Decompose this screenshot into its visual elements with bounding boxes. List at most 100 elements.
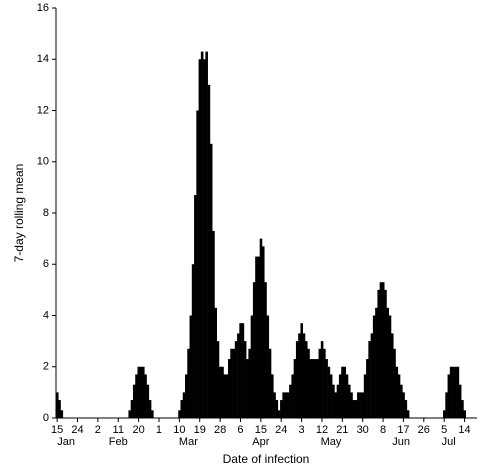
bar [372,315,376,418]
bar [234,341,238,418]
bar [404,400,408,418]
x-tick-label: 19 [194,424,206,436]
x-tick-label: 11 [113,424,124,436]
month-label: Feb [109,436,128,448]
bar [237,333,240,418]
bar [232,348,236,418]
bar [300,323,304,418]
bar [58,400,61,418]
bar [273,392,276,418]
bar [304,341,308,418]
month-label: Jul [442,436,456,448]
bar [320,341,324,418]
bar [194,195,197,418]
bar [144,374,147,418]
bar [327,366,331,418]
bar [350,392,353,418]
bar [268,348,272,418]
x-tick-label: 12 [316,424,328,436]
bar [275,400,279,418]
x-tick-label: 3 [299,424,305,436]
x-tick-label: 10 [173,424,185,436]
bar [180,400,184,418]
bar [189,315,193,418]
bar [257,256,261,418]
month-label: Jun [392,436,410,448]
bar [230,348,233,418]
bar [377,289,380,418]
bar [370,333,374,418]
bar [228,359,231,418]
bar [354,400,358,418]
bar [209,143,213,418]
y-tick-label: 2 [43,361,49,373]
bar [214,307,218,418]
bar [200,51,204,418]
bar [225,374,229,418]
bar [388,315,392,418]
bar [341,366,344,418]
x-tick-label: 8 [380,424,386,436]
bar [338,374,342,418]
bar [142,366,145,418]
bar [218,366,222,418]
bar [60,410,64,418]
x-tick-label: 30 [357,424,369,436]
bar [241,323,245,418]
x-tick-label: 26 [418,424,430,436]
bar [178,410,181,418]
bar [345,374,349,418]
bar [447,374,451,418]
bar [307,348,310,418]
bar [316,359,319,418]
bar [151,410,154,418]
bar [239,323,242,418]
bar [329,374,333,418]
bar [255,256,258,418]
x-tick-label: 24 [275,424,287,436]
x-tick-label: 1 [156,424,162,436]
bar [139,366,143,418]
bar [390,333,394,418]
y-tick-label: 8 [43,207,49,219]
y-tick-label: 0 [43,412,49,424]
bar [264,282,267,418]
bar [402,392,405,418]
bar [395,366,399,418]
x-tick-label: 15 [255,424,267,436]
bar [291,374,294,418]
bar [325,359,328,418]
bar [146,384,150,418]
x-tick-label: 5 [441,424,447,436]
bar [458,384,462,418]
bar [445,392,448,418]
bar [456,366,460,418]
bar [221,366,224,418]
bar [384,289,387,418]
bar [271,374,274,418]
bar [386,307,390,418]
bar [323,348,326,418]
bar [314,359,317,418]
bar [309,359,313,418]
bar [379,282,383,418]
x-tick-label: 20 [132,424,144,436]
y-axis-label: 7-day rolling mean [12,164,26,263]
x-tick-label: 14 [458,424,470,436]
bar [381,282,385,418]
bar [196,110,199,418]
bar [282,392,285,418]
bar [280,400,283,418]
bar [284,392,288,418]
bar [135,374,138,418]
bar [137,366,141,418]
bar [366,359,369,418]
bar [332,384,335,418]
bar [363,374,367,418]
bar [248,348,251,418]
bar [191,264,195,418]
bar [452,366,455,418]
bar [298,333,301,418]
bar [207,84,211,418]
